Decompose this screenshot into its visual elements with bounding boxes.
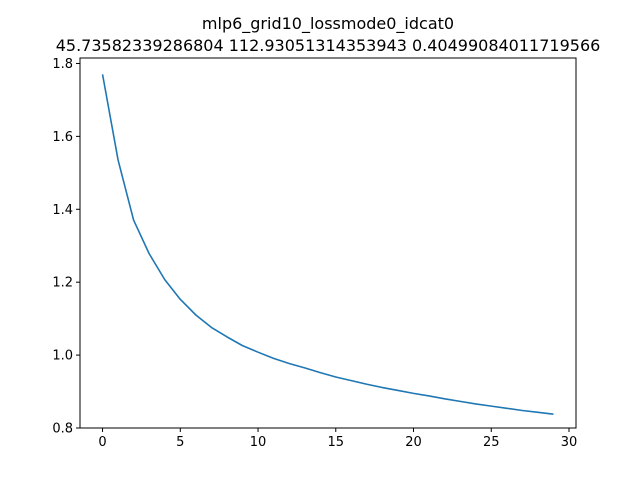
y-axis: 0.8 1.0 1.2 1.4 1.6 1.8 [52,57,80,437]
chart-subtitle: 45.73582339286804 112.93051314353943 0.4… [56,36,601,55]
y-tick-label: 1.2 [52,276,73,291]
plot-area-frame [79,57,577,429]
plot-series [101,74,554,415]
x-tick-label: 0 [98,435,106,450]
x-axis: 0 5 10 15 20 25 30 [98,428,577,450]
x-tick-label: 10 [250,435,267,450]
x-tick-label: 20 [405,435,422,450]
y-tick-label: 1.0 [52,349,73,364]
x-tick-label: 30 [561,435,578,450]
chart-title: mlp6_grid10_lossmode0_idcat0 [202,14,454,34]
y-tick-label: 1.8 [52,57,73,72]
y-tick-label: 1.4 [52,203,73,218]
y-tick-label: 0.8 [52,422,73,437]
loss-curve-line [101,74,554,415]
x-tick-label: 15 [328,435,345,450]
x-tick-label: 25 [483,435,500,450]
y-tick-label: 1.6 [52,130,73,145]
x-tick-label: 5 [176,435,184,450]
